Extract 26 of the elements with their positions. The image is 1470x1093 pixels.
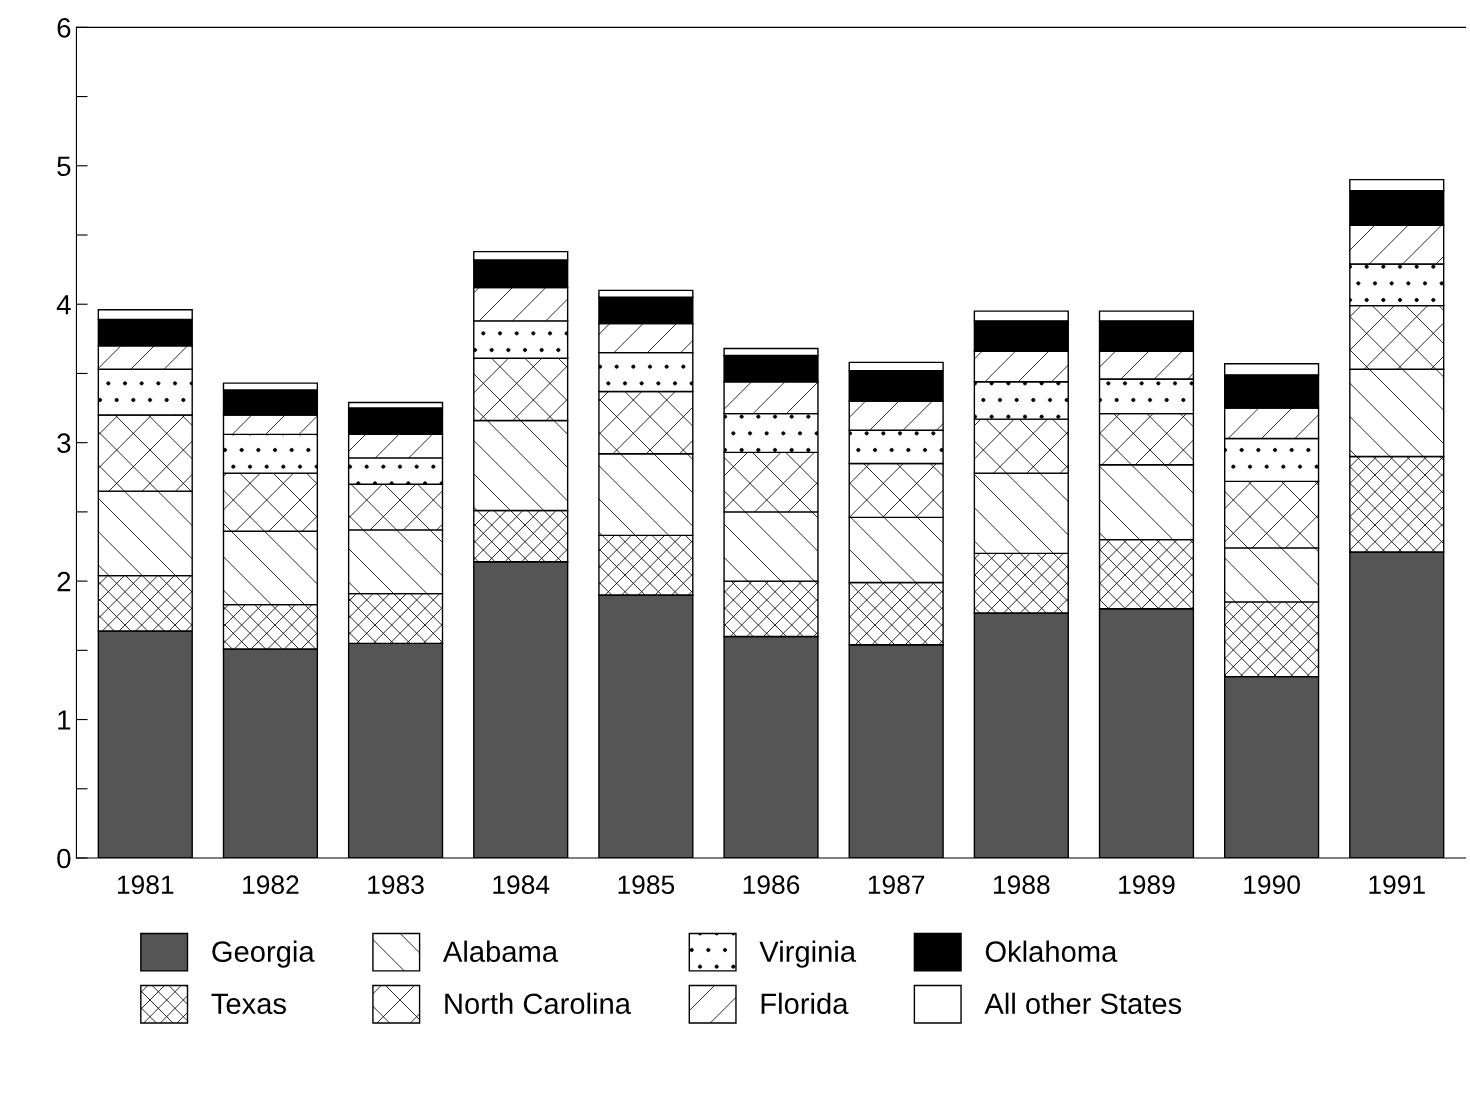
y-tick-label: 3: [57, 433, 71, 453]
y-tick-label: 5: [57, 156, 71, 177]
x-tick-label: 1981: [117, 875, 174, 895]
y-tick-label: 2: [57, 571, 71, 592]
legend-label: North Carolina: [445, 992, 631, 1015]
legend-label: Oklahoma: [985, 940, 1118, 963]
legend-label: All other States: [984, 992, 1182, 1015]
legend-label: Virginia: [759, 940, 857, 968]
legend-label: Florida: [761, 992, 849, 1015]
x-tick-label: 1982: [243, 875, 299, 895]
x-tick-label: 1988: [993, 875, 1050, 895]
legend-label: Texas: [211, 993, 286, 1015]
legend-label: Georgia: [212, 940, 315, 968]
y-tick-label: 4: [56, 295, 71, 315]
x-tick-label: 1990: [1244, 875, 1300, 895]
x-tick-label: 1991: [1369, 875, 1425, 895]
x-tick-label: 1987: [868, 875, 925, 895]
x-tick-label: 1985: [618, 875, 675, 895]
x-tick-label: 1986: [743, 875, 800, 895]
y-tick-label: 6: [57, 17, 71, 38]
y-tick-label: 1: [58, 710, 71, 730]
x-tick-label: 1983: [368, 875, 424, 895]
x-tick-label: 1984: [493, 875, 550, 895]
y-tick-label: 0: [57, 848, 71, 869]
x-tick-label: 1989: [1119, 875, 1175, 895]
legend-label: Alabama: [442, 940, 559, 963]
